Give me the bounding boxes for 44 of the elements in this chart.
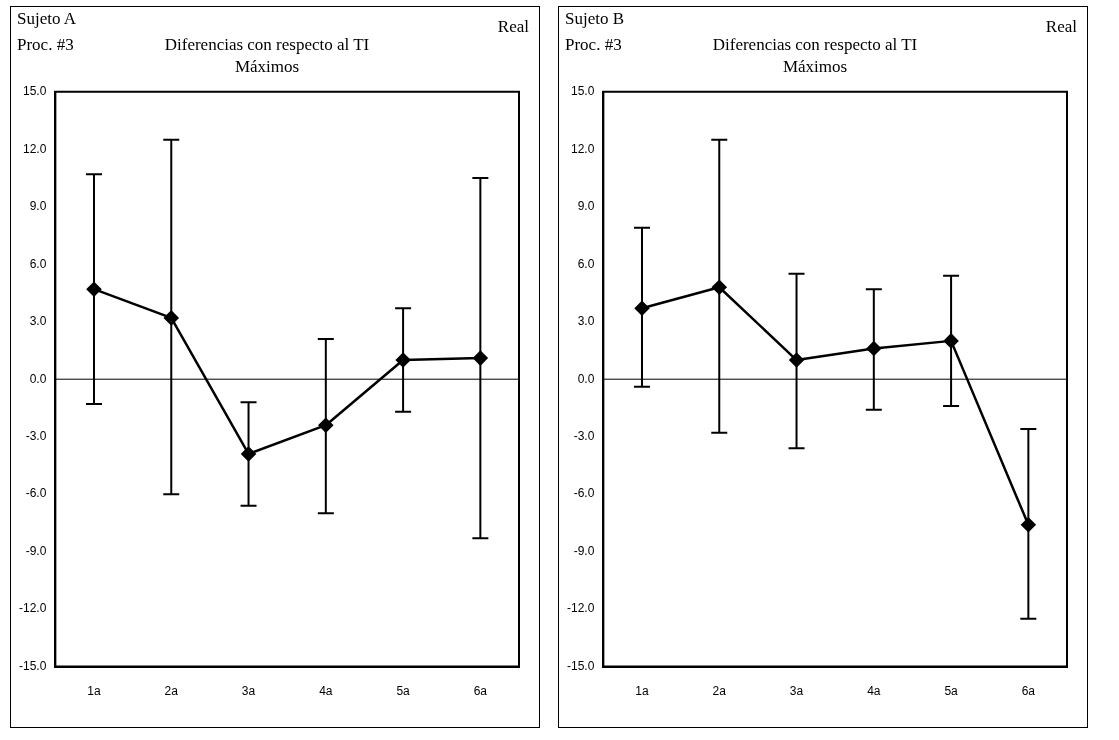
x-tick-label: 2a [712,684,727,699]
y-tick-label: -12.0 [566,601,595,616]
chart-subtitle: Máximos [782,57,848,77]
y-tick-label: -6.0 [25,486,47,501]
x-tick-label: 6a [1021,684,1036,699]
x-tick-label: 5a [944,684,959,699]
text: Real [1045,17,1077,37]
y-tick-label: -15.0 [18,658,47,673]
y-tick-label: 0.0 [577,371,595,386]
y-tick-label: 6.0 [29,256,47,271]
y-tick-label: -3.0 [25,428,47,443]
y-tick-label: 9.0 [577,199,595,214]
x-tick-label: 1a [635,684,649,699]
y-tick-label: -12.0 [18,601,47,616]
text: Proc. #3 [565,35,622,55]
x-tick-label: 5a [396,684,411,699]
text: Real [497,17,529,37]
y-tick-label: 3.0 [29,314,47,329]
y-tick-label: 15.0 [22,84,47,99]
y-tick-label: 12.0 [570,141,595,156]
text: Sujeto A [17,9,77,29]
x-tick-label: 3a [241,684,256,699]
text: Proc. #3 [17,35,74,55]
chart-title: Diferencias con respecto al TI [164,34,370,54]
x-tick-label: 3a [789,684,804,699]
chart-title: Diferencias con respecto al TI [712,34,918,54]
y-tick-label: -9.0 [573,543,595,558]
y-tick-label: 3.0 [577,314,595,329]
x-tick-label: 1a [87,684,101,699]
x-tick-label: 4a [319,684,333,699]
y-tick-label: -6.0 [573,486,595,501]
y-tick-label: 12.0 [22,141,47,156]
text: Sujeto B [565,9,625,29]
x-tick-label: 4a [867,684,881,699]
y-tick-label: -15.0 [566,658,595,673]
x-tick-label: 2a [164,684,179,699]
y-tick-label: 9.0 [29,199,47,214]
y-tick-label: 6.0 [577,256,595,271]
y-tick-label: 0.0 [29,371,47,386]
y-tick-label: -3.0 [573,428,595,443]
chart-subtitle: Máximos [234,57,300,77]
y-tick-label: -9.0 [25,543,47,558]
y-tick-label: 15.0 [570,84,595,99]
x-tick-label: 6a [473,684,488,699]
